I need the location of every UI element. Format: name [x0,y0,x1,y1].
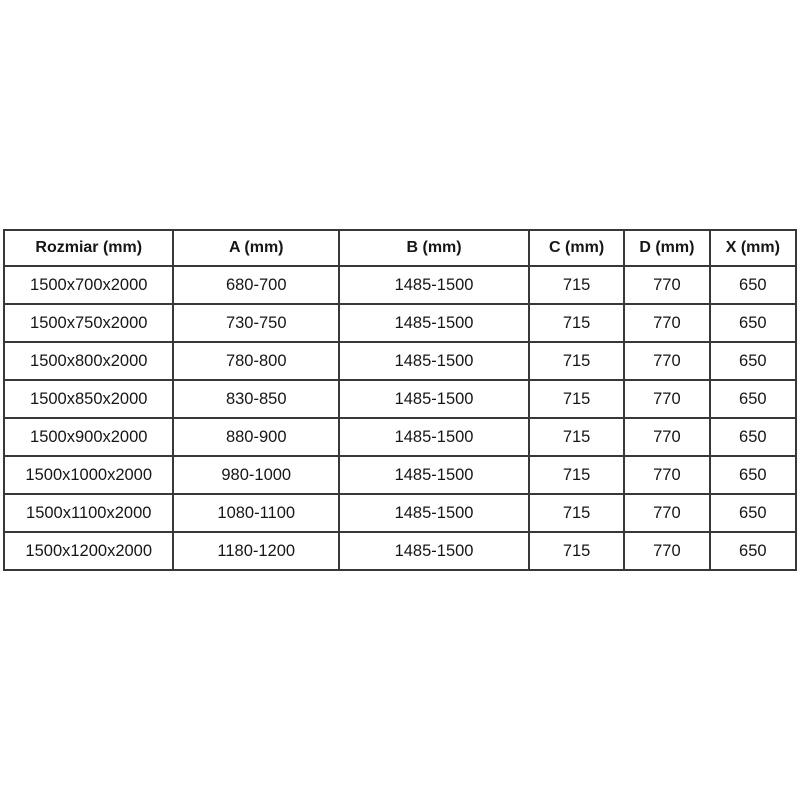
table-cell: 715 [528,493,626,533]
table-cell: 880-900 [172,417,340,457]
table-cell: 1485-1500 [337,455,531,495]
table-cell: 1485-1500 [337,417,531,457]
table-cell: 650 [708,417,798,457]
table-cell: 650 [708,303,798,343]
table-cell: 1500x1100x2000 [2,493,175,533]
header-cell-a: A (mm) [172,229,340,267]
table-cell: 1485-1500 [337,341,531,381]
table-row: 1500x1000x2000 980-1000 1485-1500 715 770 650 [2,455,798,495]
table-cell: 1485-1500 [337,303,531,343]
table-cell: 770 [623,265,711,305]
table-row: 1500x850x2000 830-850 1485-1500 715 770 650 [2,379,798,419]
table-header: Rozmiar (mm) A (mm) B (mm) C (mm) D (mm)… [2,229,798,267]
table-cell: 980-1000 [172,455,340,495]
table-row: 1500x900x2000 880-900 1485-1500 715 770 650 [2,417,798,457]
header-cell-d: D (mm) [623,229,711,267]
table-cell: 1485-1500 [337,531,531,571]
table-row: 1500x800x2000 780-800 1485-1500 715 770 650 [2,341,798,381]
table-cell: 770 [623,303,711,343]
table-row: 1500x700x2000 680-700 1485-1500 715 770 650 [2,265,798,305]
header-cell-rozmiar: Rozmiar (mm) [2,229,175,267]
table-cell: 1500x1200x2000 [2,531,175,571]
table-cell: 650 [708,493,798,533]
table-cell: 715 [528,341,626,381]
table-cell: 715 [528,455,626,495]
table-cell: 770 [623,531,711,571]
table-cell: 650 [708,455,798,495]
table-cell: 1485-1500 [337,265,531,305]
header-cell-x: X (mm) [708,229,798,267]
table-cell: 1500x800x2000 [2,341,175,381]
dimensions-table-container: Rozmiar (mm) A (mm) B (mm) C (mm) D (mm)… [2,229,798,571]
table-cell: 650 [708,341,798,381]
table-cell: 715 [528,417,626,457]
table-cell: 1500x750x2000 [2,303,175,343]
table-cell: 770 [623,341,711,381]
table-cell: 715 [528,379,626,419]
table-cell: 1500x900x2000 [2,417,175,457]
table-cell: 770 [623,417,711,457]
dimensions-table: Rozmiar (mm) A (mm) B (mm) C (mm) D (mm)… [2,229,798,571]
table-cell: 1500x850x2000 [2,379,175,419]
table-cell: 770 [623,379,711,419]
header-cell-c: C (mm) [528,229,626,267]
table-cell: 1500x1000x2000 [2,455,175,495]
table-cell: 715 [528,265,626,305]
table-cell: 715 [528,303,626,343]
table-cell: 715 [528,531,626,571]
table-cell: 830-850 [172,379,340,419]
table-cell: 1180-1200 [172,531,340,571]
table-cell: 680-700 [172,265,340,305]
table-cell: 730-750 [172,303,340,343]
header-cell-b: B (mm) [337,229,531,267]
table-body: 1500x700x2000 680-700 1485-1500 715 770 650 15… [2,265,798,571]
table-cell: 650 [708,531,798,571]
table-cell: 650 [708,379,798,419]
table-cell: 1500x700x2000 [2,265,175,305]
table-cell: 770 [623,493,711,533]
table-cell: 780-800 [172,341,340,381]
table-row: 1500x1200x2000 1180-1200 1485-1500 715 770 65… [2,531,798,571]
table-cell: 1485-1500 [337,493,531,533]
table-row: 1500x750x2000 730-750 1485-1500 715 770 650 [2,303,798,343]
table-row: 1500x1100x2000 1080-1100 1485-1500 715 770 65… [2,493,798,533]
table-cell: 650 [708,265,798,305]
table-cell: 770 [623,455,711,495]
table-cell: 1080-1100 [172,493,340,533]
table-cell: 1485-1500 [337,379,531,419]
table-header-row: Rozmiar (mm) A (mm) B (mm) C (mm) D (mm)… [2,229,798,267]
